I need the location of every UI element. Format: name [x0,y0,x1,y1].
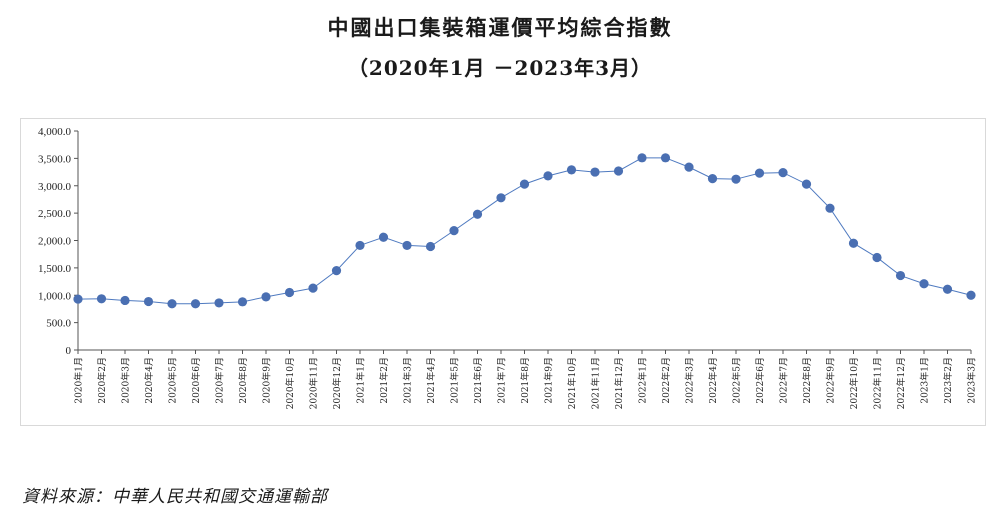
data-point [566,165,577,175]
x-tick-label: 2021年10月 [566,357,578,409]
x-tick-label: 2022年9月 [825,357,837,404]
x-tick-label: 2020年6月 [190,357,202,404]
data-point [261,292,271,302]
x-tick-label: 2021年5月 [449,357,461,404]
x-tick-label: 2022年8月 [801,357,813,404]
x-tick-label: 2022年5月 [731,357,743,404]
data-point [519,179,530,189]
data-point [143,296,154,307]
data-point [942,284,953,294]
data-point [543,171,553,181]
x-tick-label: 2021年12月 [613,357,625,409]
data-point [825,203,835,213]
x-tick-label: 2020年8月 [237,357,249,404]
data-point [966,290,976,300]
y-tick-label: 3,500.0 [38,153,72,165]
x-tick-label: 2020年4月 [143,357,155,404]
x-tick-label: 2020年1月 [73,357,85,404]
x-tick-label: 2020年9月 [261,357,273,404]
x-tick-label: 2021年11月 [590,357,602,409]
data-point [190,299,201,309]
x-tick-label: 2022年11月 [872,357,884,409]
data-point [872,252,882,263]
data-point [449,226,459,236]
y-tick-label: 500.0 [46,318,71,330]
x-tick-label: 2022年10月 [848,357,860,409]
data-point [237,297,248,307]
data-point [684,162,694,172]
x-tick-label: 2023年2月 [942,357,954,404]
x-tick-label: 2021年8月 [519,357,531,404]
y-tick-label: 1,500.0 [38,263,72,275]
data-point [308,283,318,293]
chart-title: 中國出口集裝箱運價平均綜合指數 [327,16,673,40]
data-point [637,153,647,163]
chart-area: 0 500.0 1,000.0 1,500.0 2,000.0 2,500.0 3,000.… [20,118,986,426]
data-point [801,179,812,189]
x-tick-label: 2020年3月 [120,357,132,404]
x-tick-label: 2022年1月 [637,357,649,404]
data-point [895,270,906,281]
data-point [284,287,295,298]
x-tick-label: 2020年5月 [167,357,179,404]
data-point [472,209,483,219]
data-point [355,240,365,251]
x-tick-label: 2023年3月 [966,357,978,404]
data-point [331,266,342,276]
data-point [96,294,107,304]
x-tick-label: 2021年7月 [496,357,508,404]
data-point [73,294,83,304]
x-tick-label: 2022年3月 [684,357,696,404]
x-tick-label: 2020年7月 [214,357,226,404]
chart-subtitle: （2020年1月 －2023年3月） [347,56,653,80]
y-tick-label: 1,000.0 [38,290,72,302]
x-tick-label: 2021年1月 [355,357,367,404]
y-tick-label: 3,000.0 [38,181,72,193]
data-point [707,174,718,184]
x-tick-label: 2021年9月 [543,357,555,404]
data-point [120,295,130,306]
data-point [402,240,412,251]
x-tick-label: 2021年3月 [402,357,414,404]
data-point [167,299,177,309]
x-tick-label: 2022年4月 [707,357,719,404]
data-point [214,298,224,308]
y-tick-label: 4,000.0 [38,126,72,138]
x-tick-label: 2020年11月 [308,357,320,409]
x-tick-label: 2022年7月 [778,357,790,404]
data-point [590,167,600,177]
data-point [778,168,788,178]
x-tick-label: 2021年6月 [472,357,484,404]
x-tick-label: 2022年6月 [754,357,766,404]
x-tick-label: 2020年10月 [284,357,296,409]
x-tick-label: 2022年12月 [895,357,907,409]
y-tick-label: 2,500.0 [38,208,72,220]
x-tick-label: 2020年2月 [96,357,108,404]
x-tick-label: 2023年1月 [919,357,931,404]
x-tick-label: 2021年2月 [378,357,390,404]
x-tick-label: 2021年4月 [425,357,437,404]
line-chart: 0 500.0 1,000.0 1,500.0 2,000.0 2,500.0 3,000.… [38,126,978,409]
y-tick-label: 2,000.0 [38,236,72,248]
data-point [378,232,389,242]
data-point [496,193,506,203]
x-tick-label: 2022年2月 [660,357,672,404]
data-point [660,153,671,163]
data-point [425,241,436,252]
data-point [613,166,624,176]
data-point [919,279,929,289]
data-point [731,174,741,184]
x-tick-label: 2020年12月 [331,357,343,409]
y-tick-label: 0 [66,345,72,357]
source-note: 資料來源：中華人民共和國交通運輸部 [22,487,328,507]
data-point [754,168,765,178]
data-point [848,238,859,248]
